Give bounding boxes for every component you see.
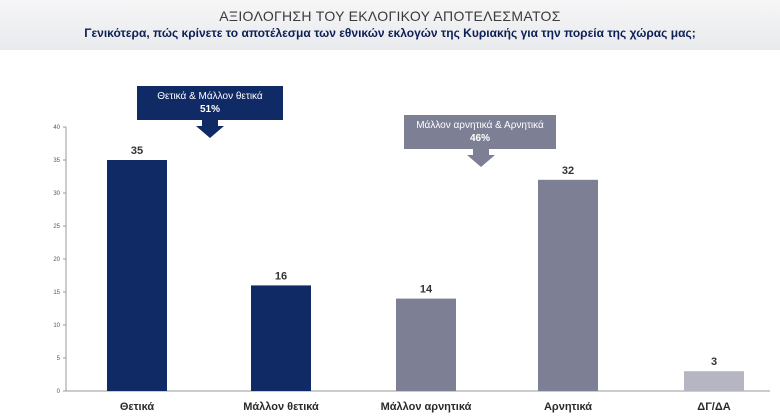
callout-negative-label: Μάλλον αρνητικά & Αρνητικά bbox=[416, 120, 544, 131]
y-tick-label: 25 bbox=[53, 224, 60, 230]
arrow-down-icon bbox=[196, 120, 224, 138]
y-tick-label: 15 bbox=[53, 290, 60, 296]
callout-positive-value: 51% bbox=[199, 104, 220, 115]
x-category-label: Μάλλον θετικά bbox=[243, 401, 319, 413]
data-label: 14 bbox=[420, 284, 433, 296]
data-label: 16 bbox=[275, 270, 287, 282]
bar bbox=[538, 179, 598, 391]
y-tick-label: 20 bbox=[53, 257, 60, 263]
callout-positive: Θετικά & Μάλλον θετικά 51% bbox=[136, 85, 284, 121]
bar bbox=[396, 298, 456, 391]
arrow-down-icon bbox=[467, 149, 495, 167]
chart-subtitle: Γενικότερα, πώς κρίνετε το αποτέλεσμα τω… bbox=[84, 26, 696, 40]
data-label: 35 bbox=[131, 145, 143, 157]
bar bbox=[251, 285, 311, 391]
callout-negative-value: 46% bbox=[469, 133, 490, 144]
callout-positive-label: Θετικά & Μάλλον θετικά bbox=[157, 91, 263, 102]
header-band: ΑΞΙΟΛΟΓΗΣΗ ΤΟΥ ΕΚΛΟΓΙΚΟΥ ΑΠΟΤΕΛΕΣΜΑΤΟΣ Γ… bbox=[0, 0, 780, 50]
x-category-label: Θετικά bbox=[120, 401, 155, 413]
y-tick-label: 0 bbox=[57, 389, 61, 395]
callout-negative: Μάλλον αρνητικά & Αρνητικά 46% bbox=[403, 114, 557, 150]
y-tick-label: 40 bbox=[53, 125, 60, 131]
x-category-label: ΔΓ/ΔΑ bbox=[697, 401, 730, 413]
y-tick-label: 5 bbox=[57, 356, 61, 362]
x-category-label: Αρνητικά bbox=[544, 401, 592, 413]
y-tick-label: 30 bbox=[53, 191, 60, 197]
x-category-label: Μάλλον αρνητικά bbox=[381, 401, 472, 413]
bar bbox=[684, 371, 744, 391]
data-label: 3 bbox=[711, 356, 717, 368]
bar bbox=[107, 160, 167, 391]
y-tick-label: 10 bbox=[53, 323, 60, 329]
chart-title: ΑΞΙΟΛΟΓΗΣΗ ΤΟΥ ΕΚΛΟΓΙΚΟΥ ΑΠΟΤΕΛΕΣΜΑΤΟΣ bbox=[219, 8, 561, 24]
data-label: 32 bbox=[562, 165, 574, 177]
y-tick-label: 35 bbox=[53, 158, 60, 164]
